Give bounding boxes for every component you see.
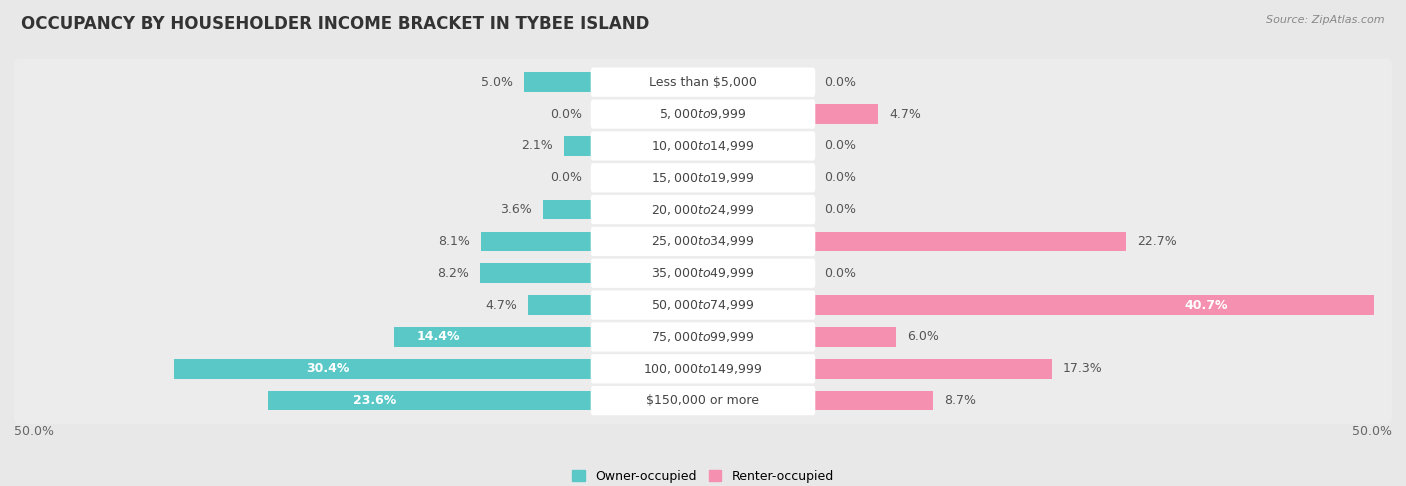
Text: 0.0%: 0.0% <box>824 139 856 153</box>
FancyBboxPatch shape <box>14 154 1392 201</box>
Bar <box>481 231 593 251</box>
FancyBboxPatch shape <box>14 90 1392 138</box>
Bar <box>813 359 1052 379</box>
Text: $50,000 to $74,999: $50,000 to $74,999 <box>651 298 755 312</box>
Text: 0.0%: 0.0% <box>824 171 856 184</box>
FancyBboxPatch shape <box>591 100 815 129</box>
Bar <box>267 391 593 411</box>
Bar <box>564 136 593 156</box>
Text: 50.0%: 50.0% <box>1353 425 1392 438</box>
Text: 6.0%: 6.0% <box>907 330 939 344</box>
FancyBboxPatch shape <box>14 345 1392 392</box>
Text: 23.6%: 23.6% <box>353 394 396 407</box>
FancyBboxPatch shape <box>591 291 815 320</box>
Text: 0.0%: 0.0% <box>824 203 856 216</box>
FancyBboxPatch shape <box>14 186 1392 233</box>
Text: 8.2%: 8.2% <box>437 267 468 280</box>
FancyBboxPatch shape <box>591 68 815 97</box>
Text: 4.7%: 4.7% <box>485 298 517 312</box>
Text: Less than $5,000: Less than $5,000 <box>650 76 756 89</box>
Text: $150,000 or more: $150,000 or more <box>647 394 759 407</box>
Text: 50.0%: 50.0% <box>14 425 53 438</box>
Bar <box>813 295 1374 315</box>
FancyBboxPatch shape <box>591 131 815 160</box>
Text: 8.1%: 8.1% <box>439 235 470 248</box>
FancyBboxPatch shape <box>591 354 815 383</box>
FancyBboxPatch shape <box>591 227 815 256</box>
Text: $5,000 to $9,999: $5,000 to $9,999 <box>659 107 747 121</box>
Bar <box>543 200 593 220</box>
Text: 22.7%: 22.7% <box>1137 235 1177 248</box>
FancyBboxPatch shape <box>14 122 1392 170</box>
Text: 3.6%: 3.6% <box>501 203 531 216</box>
FancyBboxPatch shape <box>14 281 1392 329</box>
Bar <box>813 391 934 411</box>
Bar <box>394 327 593 347</box>
Bar <box>813 327 896 347</box>
FancyBboxPatch shape <box>591 322 815 351</box>
Text: 2.1%: 2.1% <box>522 139 553 153</box>
Text: 0.0%: 0.0% <box>824 267 856 280</box>
Text: 0.0%: 0.0% <box>550 171 582 184</box>
Bar <box>813 231 1126 251</box>
FancyBboxPatch shape <box>14 313 1392 361</box>
Text: $75,000 to $99,999: $75,000 to $99,999 <box>651 330 755 344</box>
Text: 8.7%: 8.7% <box>945 394 976 407</box>
FancyBboxPatch shape <box>14 59 1392 106</box>
Text: $25,000 to $34,999: $25,000 to $34,999 <box>651 234 755 248</box>
Text: $35,000 to $49,999: $35,000 to $49,999 <box>651 266 755 280</box>
FancyBboxPatch shape <box>591 195 815 224</box>
Bar <box>813 104 877 124</box>
Text: 0.0%: 0.0% <box>824 76 856 89</box>
Bar <box>174 359 593 379</box>
Text: 5.0%: 5.0% <box>481 76 513 89</box>
Text: $10,000 to $14,999: $10,000 to $14,999 <box>651 139 755 153</box>
FancyBboxPatch shape <box>14 377 1392 424</box>
FancyBboxPatch shape <box>591 386 815 415</box>
Text: $20,000 to $24,999: $20,000 to $24,999 <box>651 203 755 217</box>
Text: 0.0%: 0.0% <box>550 107 582 121</box>
Text: $100,000 to $149,999: $100,000 to $149,999 <box>644 362 762 376</box>
FancyBboxPatch shape <box>591 163 815 192</box>
FancyBboxPatch shape <box>14 250 1392 297</box>
Legend: Owner-occupied, Renter-occupied: Owner-occupied, Renter-occupied <box>568 465 838 486</box>
Text: OCCUPANCY BY HOUSEHOLDER INCOME BRACKET IN TYBEE ISLAND: OCCUPANCY BY HOUSEHOLDER INCOME BRACKET … <box>21 15 650 33</box>
FancyBboxPatch shape <box>14 218 1392 265</box>
Bar <box>529 295 593 315</box>
Bar <box>479 263 593 283</box>
Text: Source: ZipAtlas.com: Source: ZipAtlas.com <box>1267 15 1385 25</box>
FancyBboxPatch shape <box>591 259 815 288</box>
Text: 40.7%: 40.7% <box>1184 298 1227 312</box>
Text: 14.4%: 14.4% <box>416 330 460 344</box>
Text: 30.4%: 30.4% <box>307 362 350 375</box>
Text: $15,000 to $19,999: $15,000 to $19,999 <box>651 171 755 185</box>
Bar <box>524 72 593 92</box>
Text: 17.3%: 17.3% <box>1063 362 1102 375</box>
Text: 4.7%: 4.7% <box>889 107 921 121</box>
